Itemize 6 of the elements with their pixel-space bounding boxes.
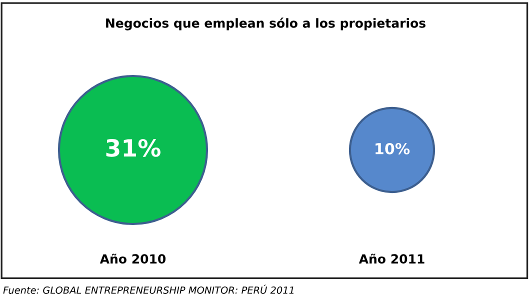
source-note: Fuente: GLOBAL ENTREPRENEURSHIP MONITOR: PERÚ 2011 <box>3 284 294 294</box>
text: Negocios que emplean sólo a los propietarios <box>106 18 426 30</box>
data-label: 31% <box>106 138 161 157</box>
category-label: Año 2011 <box>358 254 424 264</box>
data-label: 10% <box>376 142 410 154</box>
category-label: Año 2010 <box>100 254 166 264</box>
